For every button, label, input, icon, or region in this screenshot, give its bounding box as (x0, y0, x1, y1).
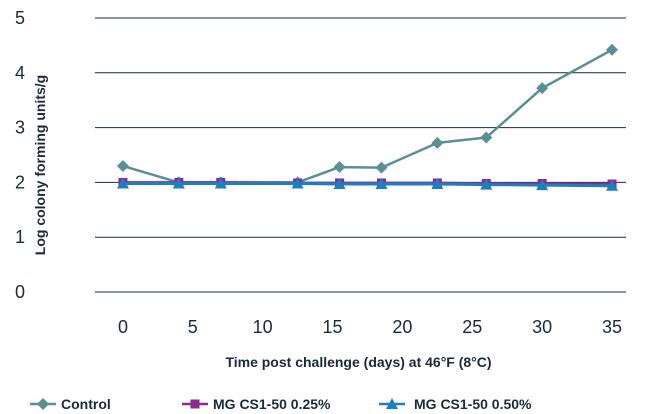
data-point (172, 177, 185, 189)
data-point (291, 177, 304, 189)
x-tick-label: 5 (188, 317, 198, 337)
x-tick-label: 30 (532, 317, 552, 337)
y-tick-label: 1 (15, 227, 25, 247)
series-1 (116, 43, 619, 189)
legend-marker (386, 398, 398, 409)
y-tick-label: 5 (15, 8, 25, 28)
data-point (606, 43, 619, 56)
series-layer (116, 43, 619, 191)
y-tick-label: 2 (15, 172, 25, 192)
x-tick-labels: 0 5 10 15 20 25 30 35 (118, 317, 622, 337)
x-tick-label: 35 (602, 317, 622, 337)
data-point (375, 178, 388, 190)
y-tick-label: 3 (15, 118, 25, 138)
legend-label: Control (61, 396, 111, 412)
x-axis-title: Time post challenge (days) at 46°F (8°C) (225, 354, 491, 370)
series-3 (116, 177, 619, 191)
y-tick-label: 0 (15, 282, 25, 302)
data-point (480, 131, 493, 144)
data-point (606, 179, 619, 191)
gridlines (95, 17, 626, 293)
legend: Control MG CS1-50 0.25% MG CS1-50 0.50% (30, 396, 532, 412)
series-line (122, 48, 613, 184)
x-tick-label: 0 (118, 317, 128, 337)
data-point (431, 136, 444, 149)
legend-label: MG CS1-50 0.25% (213, 396, 331, 412)
x-tick-label: 25 (462, 317, 482, 337)
legend-item: MG CS1-50 0.25% (182, 396, 331, 412)
x-tick-label: 10 (253, 317, 273, 337)
data-point (214, 177, 227, 189)
legend-marker (190, 399, 200, 409)
data-point (116, 159, 129, 172)
data-point (536, 82, 549, 95)
data-point (375, 161, 388, 174)
legend-marker (37, 398, 49, 410)
y-tick-label: 4 (15, 63, 25, 83)
y-tick-labels: 0 1 2 3 4 5 (15, 8, 25, 302)
data-point (116, 177, 129, 189)
series-line (122, 182, 613, 188)
data-point (536, 179, 549, 191)
data-point (333, 178, 346, 190)
data-point (431, 178, 444, 190)
x-tick-label: 15 (323, 317, 343, 337)
legend-item: Control (30, 396, 111, 412)
legend-label: MG CS1-50 0.50% (414, 396, 532, 412)
x-tick-label: 20 (392, 317, 412, 337)
data-point (333, 161, 346, 174)
legend-item: MG CS1-50 0.50% (379, 396, 532, 412)
y-axis-title: Log colony forming units/g (32, 75, 48, 255)
data-point (480, 178, 493, 190)
